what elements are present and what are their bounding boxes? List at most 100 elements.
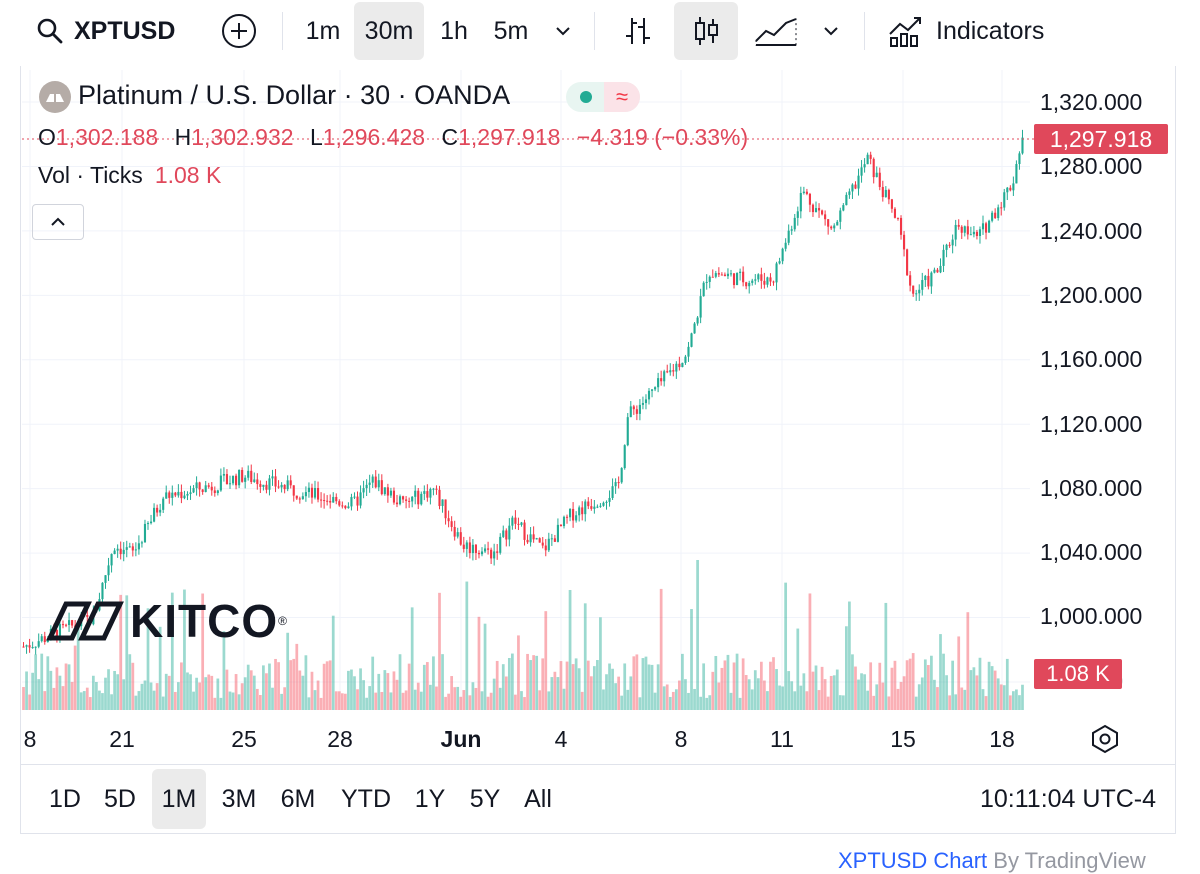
interval-5m[interactable]: 5m — [493, 16, 529, 45]
interval-30m[interactable]: 30m — [354, 2, 424, 60]
candle-body — [775, 263, 778, 283]
volume-bar — [987, 661, 991, 710]
clock-timezone[interactable]: 10:11:04 UTC-4 — [979, 784, 1156, 813]
volume-bar — [866, 690, 869, 710]
candle-body — [134, 549, 137, 551]
volume-bar — [848, 601, 851, 710]
volume-bar — [756, 678, 760, 710]
chart-frame — [20, 66, 1176, 834]
volume-bar — [356, 689, 359, 710]
intervals-dropdown[interactable] — [546, 0, 580, 62]
range-1m[interactable]: 1M — [152, 769, 206, 829]
volume-bar — [705, 697, 709, 710]
volume-bar — [283, 687, 287, 710]
volume-bar — [234, 674, 238, 710]
candle-body — [696, 317, 699, 324]
volume-bar — [462, 690, 466, 710]
candle-body — [1018, 153, 1021, 165]
volume-bar — [872, 695, 876, 710]
range-1d[interactable]: 1D — [49, 784, 81, 813]
price-tick: 1,040.000 — [1040, 539, 1143, 565]
volume-bar — [334, 691, 338, 710]
candle-body — [748, 282, 751, 287]
range-5y[interactable]: 5Y — [469, 784, 501, 813]
volume-bar — [841, 695, 845, 710]
volume-bar — [562, 688, 566, 710]
candle-body — [341, 505, 344, 507]
volume-bar — [483, 623, 487, 710]
candle-body — [511, 517, 514, 526]
chevron-down-icon — [556, 27, 570, 36]
candle-body — [259, 484, 262, 487]
candle-body — [532, 534, 535, 540]
tradingview-credit[interactable]: XPTUSD Chart By TradingView — [838, 848, 1146, 874]
volume-bar — [371, 656, 375, 710]
candle-body — [43, 636, 46, 643]
volume-bar — [596, 660, 599, 710]
volume-bar — [450, 676, 454, 710]
bar-chart-type-button[interactable] — [612, 0, 664, 62]
volume-bar — [641, 658, 645, 710]
volume-bar — [553, 671, 557, 710]
candle-body — [168, 492, 171, 498]
candle-body — [477, 552, 481, 555]
volume-bar — [410, 607, 414, 710]
candle-body — [386, 487, 389, 496]
range-ytd[interactable]: YTD — [341, 784, 391, 813]
candles-chart-type-button[interactable] — [674, 2, 738, 60]
candle-body — [159, 509, 162, 513]
area-chart-type-button[interactable] — [748, 0, 804, 62]
indicators-button[interactable]: Indicators — [886, 0, 1062, 62]
candles-icon — [695, 17, 718, 45]
price-tick: 1,120.000 — [1040, 411, 1143, 437]
candle-body — [462, 544, 465, 549]
range-all[interactable]: All — [524, 784, 552, 813]
volume-bar — [429, 684, 432, 710]
volume-bar — [684, 679, 687, 710]
chart-settings-button[interactable] — [1088, 722, 1122, 761]
candle-body — [514, 517, 517, 524]
candle-body — [739, 271, 742, 273]
volume-bar — [55, 667, 59, 710]
settings-hexagon-icon — [1092, 724, 1118, 754]
volume-bar — [325, 661, 329, 710]
candle-body — [71, 620, 74, 626]
volume-bar — [110, 694, 113, 710]
candle-body — [878, 172, 881, 187]
volume-bar — [252, 675, 256, 710]
volume-bar — [793, 691, 797, 710]
interval-1h[interactable]: 1h — [440, 16, 468, 45]
market-status-pill[interactable]: ≈ — [566, 82, 640, 112]
collapse-legend-button[interactable] — [32, 204, 84, 240]
range-1y[interactable]: 1Y — [414, 784, 446, 813]
symbol-search[interactable]: XPTUSD — [36, 0, 196, 62]
time-tick: 4 — [554, 726, 568, 752]
volume-bar — [501, 664, 505, 710]
volume-bar — [969, 670, 973, 710]
volume-bar — [1005, 658, 1009, 710]
chart-type-dropdown[interactable] — [814, 0, 848, 62]
range-5d[interactable]: 5D — [104, 784, 136, 813]
interval-1m[interactable]: 1m — [305, 16, 341, 45]
volume-bar — [957, 636, 961, 710]
volume-bar — [64, 663, 68, 710]
volume-bar — [46, 656, 50, 710]
candle-body — [732, 273, 736, 286]
volume-bar — [258, 694, 262, 710]
volume-bar — [237, 694, 241, 710]
candle-body — [830, 226, 833, 229]
candle-body — [362, 488, 365, 493]
candle-body — [845, 194, 848, 206]
candle-body — [146, 523, 150, 525]
candle-body — [474, 544, 477, 553]
candle-body — [119, 548, 122, 555]
compare-button[interactable] — [214, 0, 264, 62]
volume-bar — [911, 653, 915, 710]
volume-bar — [905, 660, 909, 710]
range-3m[interactable]: 3M — [221, 784, 257, 813]
time-tick: 21 — [109, 726, 135, 752]
volume-bar — [802, 673, 806, 710]
range-6m[interactable]: 6M — [280, 784, 316, 813]
credit-link[interactable]: XPTUSD Chart — [838, 848, 988, 873]
